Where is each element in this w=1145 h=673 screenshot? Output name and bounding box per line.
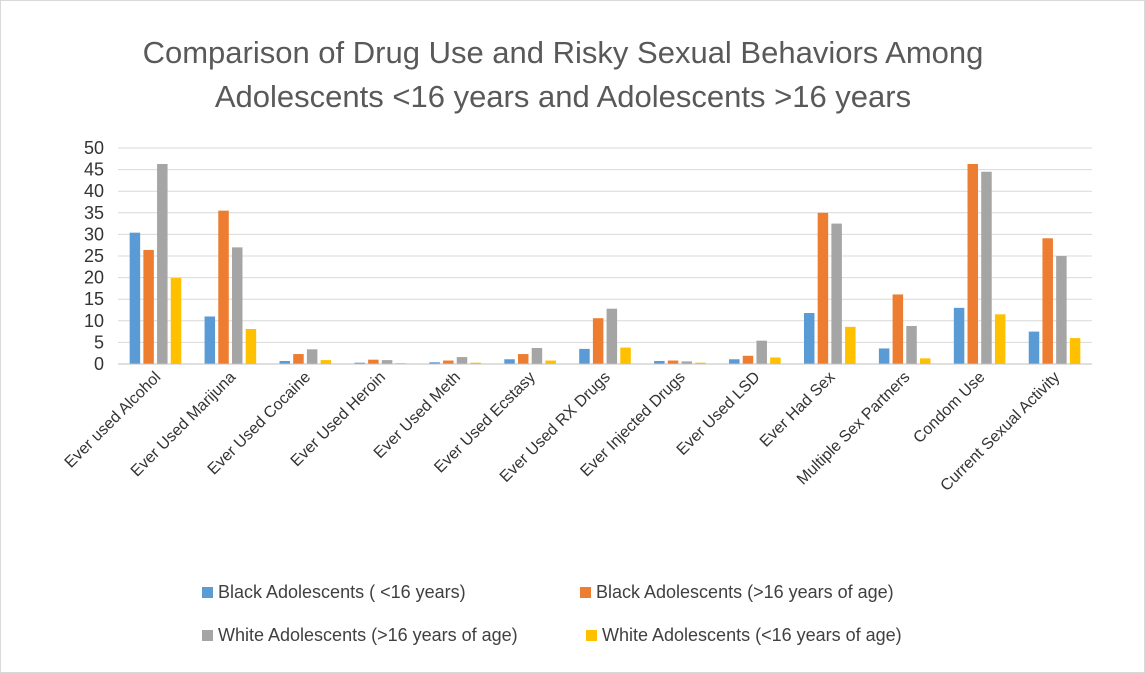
legend-label: Black Adolescents ( <16 years) bbox=[218, 582, 466, 602]
bar bbox=[470, 362, 481, 364]
bar bbox=[695, 362, 706, 364]
bar bbox=[729, 359, 740, 364]
bar bbox=[218, 210, 229, 364]
y-tick-label: 0 bbox=[94, 354, 104, 374]
bar bbox=[953, 307, 965, 364]
bar bbox=[592, 318, 604, 364]
bar bbox=[320, 360, 332, 364]
legend-swatch bbox=[202, 587, 213, 598]
bar bbox=[1028, 331, 1040, 364]
bar bbox=[456, 357, 468, 364]
y-tick-label: 25 bbox=[84, 246, 104, 266]
chart-title: Comparison of Drug Use and Risky Sexual … bbox=[143, 35, 984, 114]
bar bbox=[892, 294, 904, 364]
bar bbox=[654, 360, 665, 364]
bar bbox=[129, 232, 141, 364]
bar bbox=[579, 348, 590, 364]
y-tick-label: 50 bbox=[84, 138, 104, 158]
bar bbox=[368, 359, 379, 364]
bar bbox=[1069, 338, 1081, 364]
bar bbox=[919, 358, 931, 364]
bar bbox=[143, 249, 154, 364]
bar bbox=[504, 359, 515, 364]
legend-swatch bbox=[586, 630, 597, 641]
bar bbox=[157, 163, 168, 364]
y-tick-label: 10 bbox=[84, 311, 104, 331]
y-tick-label: 45 bbox=[84, 160, 104, 180]
legend: Black Adolescents ( <16 years) Black Adol… bbox=[202, 582, 902, 645]
legend-item: White Adolescents (>16 years of age) bbox=[202, 625, 518, 645]
bar bbox=[170, 278, 182, 364]
chart-title-line-2: Adolescents <16 years and Adolescents >1… bbox=[215, 79, 911, 114]
legend-item: Black Adolescents ( <16 years) bbox=[202, 582, 466, 602]
bar bbox=[443, 360, 454, 364]
legend-swatch bbox=[202, 630, 213, 641]
legend-label: White Adolescents (<16 years of age) bbox=[602, 625, 902, 645]
legend-item: White Adolescents (<16 years of age) bbox=[586, 625, 902, 645]
bar bbox=[429, 362, 440, 364]
bar bbox=[906, 325, 917, 364]
bar bbox=[667, 360, 679, 364]
bar bbox=[967, 163, 979, 364]
bar bbox=[620, 347, 631, 364]
bar bbox=[204, 316, 216, 364]
bar bbox=[831, 223, 842, 364]
legend-label: White Adolescents (>16 years of age) bbox=[218, 625, 518, 645]
y-tick-label: 30 bbox=[84, 224, 104, 244]
bar bbox=[354, 362, 365, 364]
legend-item: Black Adolescents (>16 years of age) bbox=[580, 582, 894, 602]
y-tick-label: 35 bbox=[84, 203, 104, 223]
bar bbox=[756, 340, 767, 364]
bars bbox=[129, 163, 1081, 364]
bar bbox=[306, 349, 318, 364]
gridlines bbox=[118, 147, 1092, 343]
bar bbox=[742, 355, 754, 364]
bar bbox=[293, 354, 304, 364]
bar bbox=[817, 212, 829, 364]
bar bbox=[231, 247, 243, 364]
bar bbox=[279, 360, 291, 364]
bar bbox=[531, 348, 543, 364]
bar bbox=[517, 354, 529, 364]
bar bbox=[770, 357, 781, 364]
y-tick-label: 40 bbox=[84, 181, 104, 201]
chart-title-line-1: Comparison of Drug Use and Risky Sexual … bbox=[143, 35, 984, 70]
y-tick-label: 15 bbox=[84, 289, 104, 309]
y-tick-label: 5 bbox=[94, 332, 104, 352]
legend-swatch bbox=[580, 587, 591, 598]
bar bbox=[606, 308, 618, 364]
bar bbox=[845, 326, 856, 364]
bar bbox=[994, 314, 1006, 364]
bar bbox=[981, 171, 992, 364]
bar bbox=[1042, 238, 1053, 364]
y-tick-label: 20 bbox=[84, 268, 104, 288]
bar bbox=[681, 361, 693, 364]
legend-label: Black Adolescents (>16 years of age) bbox=[596, 582, 894, 602]
bar bbox=[545, 360, 556, 364]
bar bbox=[1056, 256, 1067, 364]
bar bbox=[803, 313, 815, 364]
bar bbox=[878, 348, 890, 364]
bar bbox=[381, 360, 393, 364]
bar bbox=[245, 329, 257, 364]
